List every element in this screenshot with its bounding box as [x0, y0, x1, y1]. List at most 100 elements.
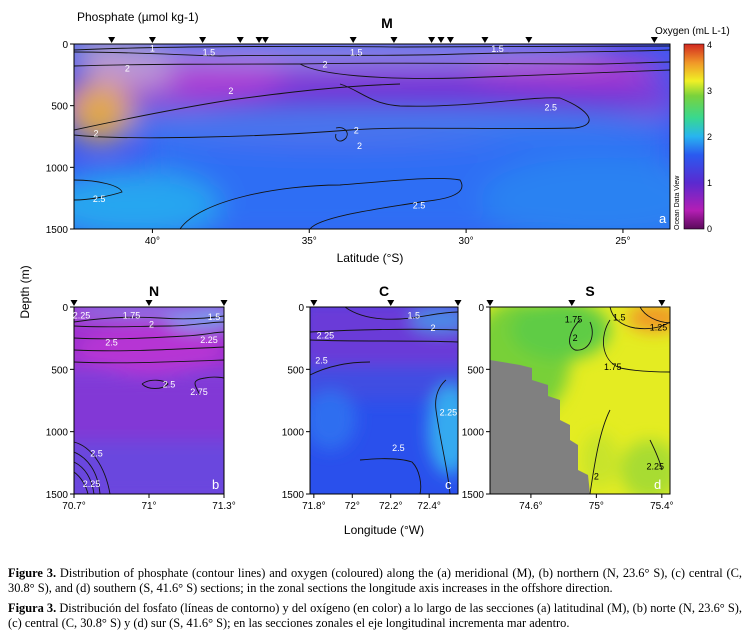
ocean-data-view-watermark: Ocean Data View	[674, 175, 681, 230]
panel-m-station-marker	[108, 37, 116, 43]
panel-s-frame	[489, 306, 671, 495]
panel-m-contour-label: 2	[125, 64, 130, 74]
panel-m-ytick-label: 0	[62, 40, 68, 51]
panel-s-ytick-label: 1500	[462, 490, 485, 501]
panel-m-contour-label: 2.5	[93, 194, 106, 204]
panel-n-contour-label: 2.75	[190, 387, 208, 397]
panel-c-contour-label: 1.5	[408, 311, 421, 321]
panel-m-ytick-label: 500	[51, 102, 68, 113]
panel-c-title: C	[379, 283, 389, 299]
panel-s-station-marker	[568, 300, 576, 306]
panel-s-title: S	[585, 283, 594, 299]
panel-m-station-marker	[481, 37, 489, 43]
panel-m-frame	[73, 43, 671, 230]
panel-s-contour-label: 2	[573, 333, 578, 343]
panel-n-contour-label: 2.5	[163, 379, 176, 389]
caption-spanish-text: Distribución del fosfato (líneas de cont…	[8, 601, 742, 630]
panel-n-contour-label: 2.5	[105, 338, 118, 348]
panel-n-contour-label: 2	[149, 319, 154, 329]
longitude-axis-label: Longitude (°W)	[344, 523, 424, 537]
panel-m-heatmap	[74, 44, 670, 229]
panel-c-contour-label: 2.5	[315, 356, 328, 366]
panel-n-ytick-label: 1500	[46, 490, 69, 501]
panel-c: 71.8° 72° 72.2° 72.4° 0 500 1000 1500 1.5 2 2.25 2…	[282, 283, 462, 512]
panel-s-xtick-label: 74.6°	[519, 501, 542, 512]
panel-m-station-marker	[525, 37, 533, 43]
panel-m-xtick-label: 30°	[459, 236, 474, 247]
panel-m-contour-label: 2	[357, 141, 362, 151]
panel-m-station-marker	[255, 37, 263, 43]
panel-s-ytick-label: 0	[478, 303, 484, 314]
panel-n-station-marker	[145, 300, 153, 306]
panel-m-station-marker	[349, 37, 357, 43]
panel-c-xtick-label: 71.8°	[302, 501, 325, 512]
panel-s-contour-label: 2	[594, 472, 599, 482]
panel-c-contour-label: 2	[431, 323, 436, 333]
panel-c-xtick-label: 72°	[345, 501, 360, 512]
panel-c-contour-label: 2.25	[440, 407, 458, 417]
panel-n-contours	[74, 315, 224, 494]
panel-s-ytick-label: 1000	[462, 428, 485, 439]
panel-m-station-marker	[148, 37, 156, 43]
panel-n-contour-label: 2.5	[90, 448, 103, 458]
panel-n-station-marker	[70, 300, 78, 306]
panel-m-station-marker	[437, 37, 445, 43]
panel-m-title: M	[381, 15, 393, 31]
panel-n-title: N	[149, 283, 159, 299]
panel-c-station-marker	[454, 300, 462, 306]
panel-s-contour-label: 2.25	[647, 462, 665, 472]
caption-spanish-label: Figura 3.	[8, 601, 57, 615]
panel-c-letter: c	[445, 477, 452, 492]
panel-n-xtick-label: 70.7°	[62, 501, 85, 512]
panel-n-ytick-label: 1000	[46, 428, 69, 439]
panel-m-xtick-label: 25°	[615, 236, 630, 247]
panel-c-ytick-label: 0	[298, 303, 304, 314]
panel-m-contour-label: 1.5	[491, 44, 504, 54]
panel-m-letter: a	[659, 211, 667, 226]
panel-c-contour-label: 2.25	[317, 331, 335, 341]
panel-m-contour-label: 2.5	[545, 103, 558, 113]
panel-s-contour-label: 1.75	[565, 314, 583, 324]
colorbar-tick-2: 2	[707, 132, 712, 142]
panel-s-heatmap	[490, 307, 670, 494]
panel-m-station-marker	[261, 37, 269, 43]
panel-n-ytick-label: 500	[51, 365, 68, 376]
colorbar-tick-1: 1	[707, 178, 712, 188]
panel-c-frame	[309, 306, 459, 495]
panel-s-contours	[569, 307, 670, 494]
panel-n-contour-label: 2.25	[200, 335, 218, 345]
panel-m-station-marker	[236, 37, 244, 43]
panel-s-contour-label: 1.25	[650, 323, 668, 333]
panel-c-contour-label: 2.5	[392, 443, 405, 453]
panel-s-station-marker	[658, 300, 666, 306]
panel-s: 74.6° 75° 75.4° 0 500 1000 1500 1.75 1.5 1.25 2 1.…	[462, 283, 674, 512]
panel-m-contours	[74, 45, 670, 229]
panel-s-letter: d	[654, 477, 661, 492]
panel-s-contour-label: 1.5	[613, 313, 626, 323]
panel-c-xtick-label: 72.2°	[379, 501, 402, 512]
panel-m-xtick-label: 40°	[145, 236, 160, 247]
colorbar-title: Oxygen (mL L-1)	[655, 26, 730, 37]
panel-m-station-marker	[650, 37, 658, 43]
panel-m-station-marker	[390, 37, 398, 43]
caption-spanish: Figura 3. Distribución del fosfato (líne…	[8, 601, 742, 631]
panel-n-ytick-label: 0	[62, 303, 68, 314]
panel-m-contour-label: 1	[150, 43, 155, 53]
panel-m-contour-label: 1.5	[350, 48, 363, 58]
panel-c-ytick-label: 1000	[282, 428, 305, 439]
panel-m-station-marker	[446, 37, 454, 43]
panel-c-station-marker	[387, 300, 395, 306]
panel-n-contour-label: 1.5	[208, 312, 221, 322]
panel-c-xtick-label: 72.4°	[417, 501, 440, 512]
panel-n-contour-label: 2.25	[73, 311, 91, 321]
colorbar-tick-0: 0	[707, 224, 712, 234]
panel-m: 40° 35° 30° 25° 0 500 1000 1500 1 1.5 1.5 1.5 2 2 2 2 2…	[46, 10, 730, 265]
panel-c-ytick-label: 500	[287, 365, 304, 376]
panel-s-seafloor	[490, 360, 590, 494]
panel-m-station-marker	[428, 37, 436, 43]
panel-s-xtick-label: 75°	[589, 501, 604, 512]
panel-n-contour-label: 1.75	[123, 311, 141, 321]
caption-english-text: Distribution of phosphate (contour lines…	[8, 566, 742, 595]
panel-n-letter: b	[212, 477, 219, 492]
